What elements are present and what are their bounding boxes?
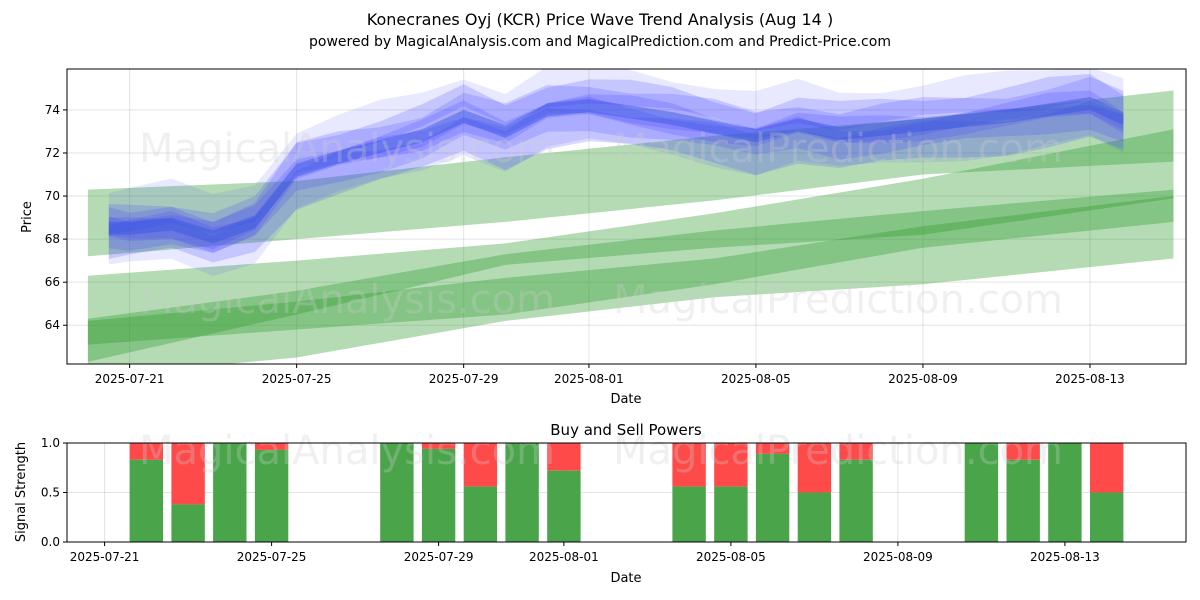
blue-band-6 <box>108 69 1124 277</box>
price-y-tick-label: 64 <box>45 318 60 332</box>
price-x-tick-label: 2025-08-01 <box>554 372 624 386</box>
price-x-axis: 2025-07-21 2025-07-25 2025-07-29 2025-08-01… <box>95 364 1125 386</box>
signal-x-axis: 2025-07-21 2025-07-25 2025-07-29 2025-08-01… <box>70 542 1100 564</box>
sell-power-bar <box>714 443 748 487</box>
buy-power-bar <box>129 459 163 542</box>
signal-y-tick-label: 0.0 <box>41 535 60 549</box>
buy-power-bar <box>463 486 498 542</box>
sell-power-bar <box>839 443 873 460</box>
signal-bars <box>129 443 1124 542</box>
buy-power-bar <box>1006 459 1040 542</box>
price-grid <box>67 69 1186 364</box>
green-band-4 <box>87 196 1174 364</box>
blue-wave-bands <box>108 69 1124 277</box>
green-band-2 <box>87 129 1174 362</box>
blue-band-2 <box>108 76 1124 250</box>
signal-plot: Buy and Sell Powers MagicalAnalysis.com … <box>14 421 1187 586</box>
price-y-axis: 64 66 68 70 72 74 <box>45 103 67 332</box>
signal-y-axis: 0.0 0.5 1.0 <box>41 436 67 549</box>
price-y-label: Price <box>20 201 35 233</box>
sell-power-bar <box>1090 443 1124 493</box>
blue-band-1 <box>108 90 1124 254</box>
price-y-tick-label: 66 <box>45 275 60 289</box>
price-x-label: Date <box>610 392 641 407</box>
sell-power-bar <box>463 443 498 487</box>
watermark-magical-prediction-2: MagicalPrediction.com <box>613 277 1063 323</box>
blue-band-3 <box>108 96 1124 253</box>
buy-power-bar <box>254 449 289 542</box>
signal-x-tick-label: 2025-07-25 <box>237 550 307 564</box>
price-plot-frame <box>66 68 1187 365</box>
sell-power-bar <box>672 443 706 487</box>
watermark-magical-analysis: MagicalAnalysis.com <box>139 126 555 172</box>
signal-x-tick-label: 2025-08-05 <box>696 550 766 564</box>
buy-power-bar <box>547 470 581 542</box>
buy-power-bar <box>505 443 539 542</box>
price-x-tick-label: 2025-08-05 <box>721 372 791 386</box>
watermark-signal-prediction: MagicalPrediction.com <box>613 428 1063 474</box>
sell-power-bar <box>254 443 289 450</box>
buy-power-bar <box>839 459 873 542</box>
sell-power-bar <box>421 443 456 449</box>
price-x-tick-label: 2025-07-29 <box>429 372 499 386</box>
signal-x-tick-label: 2025-08-01 <box>529 550 599 564</box>
blue-band-5 <box>108 101 1124 263</box>
price-y-tick-label: 72 <box>45 146 60 160</box>
sell-power-bar <box>547 443 581 471</box>
buy-power-bar <box>380 443 414 542</box>
price-y-tick-label: 68 <box>45 232 60 246</box>
sell-power-bar <box>171 443 205 505</box>
buy-power-bar <box>797 492 832 542</box>
price-y-tick-label: 74 <box>45 103 60 117</box>
signal-x-tick-label: 2025-08-09 <box>863 550 933 564</box>
watermark-magical-prediction: MagicalPrediction.com <box>613 126 1063 172</box>
buy-power-bar <box>1090 492 1124 542</box>
chart-subtitle: powered by MagicalAnalysis.com and Magic… <box>309 34 891 50</box>
signal-x-label: Date <box>610 571 641 586</box>
sell-power-bar <box>129 443 163 460</box>
signal-y-tick-label: 1.0 <box>41 436 60 450</box>
chart-title: Konecranes Oyj (KCR) Price Wave Trend An… <box>367 10 833 29</box>
buy-power-bar <box>1048 443 1082 542</box>
buy-power-bar <box>171 504 205 542</box>
watermark-magical-analysis-2: MagicalAnalysis.com <box>139 277 555 323</box>
price-x-tick-label: 2025-07-21 <box>95 372 165 386</box>
green-band-1 <box>87 90 1174 257</box>
blue-core-band <box>108 97 1124 244</box>
price-x-tick-label: 2025-07-25 <box>262 372 332 386</box>
signal-x-tick-label: 2025-08-13 <box>1030 550 1100 564</box>
signal-title: Buy and Sell Powers <box>550 421 702 439</box>
buy-power-bar <box>213 443 247 542</box>
watermark-signal-analysis: MagicalAnalysis.com <box>139 428 555 474</box>
buy-power-bar <box>755 453 790 542</box>
signal-watermarks: MagicalAnalysis.com MagicalPrediction.co… <box>139 428 1063 474</box>
price-plot: MagicalAnalysis.com MagicalPrediction.co… <box>20 68 1187 407</box>
price-y-tick-label: 70 <box>45 189 60 203</box>
green-band-3 <box>87 189 1174 345</box>
blue-band-4 <box>108 74 1124 234</box>
buy-power-bar <box>714 486 748 542</box>
price-x-tick-label: 2025-08-13 <box>1055 372 1125 386</box>
signal-x-tick-label: 2025-07-21 <box>70 550 140 564</box>
buy-power-bar <box>964 443 999 542</box>
signal-x-tick-label: 2025-07-29 <box>404 550 474 564</box>
green-bands <box>87 90 1174 364</box>
buy-power-bar <box>421 448 456 542</box>
sell-power-bar <box>797 443 832 493</box>
buy-power-bar <box>672 486 706 542</box>
signal-y-label: Signal Strength <box>14 442 29 542</box>
signal-y-tick-label: 0.5 <box>41 486 60 500</box>
sell-power-bar <box>755 443 790 454</box>
sell-power-bar <box>1006 443 1040 460</box>
price-watermarks: MagicalAnalysis.com MagicalPrediction.co… <box>139 126 1063 323</box>
price-x-tick-label: 2025-08-09 <box>888 372 958 386</box>
